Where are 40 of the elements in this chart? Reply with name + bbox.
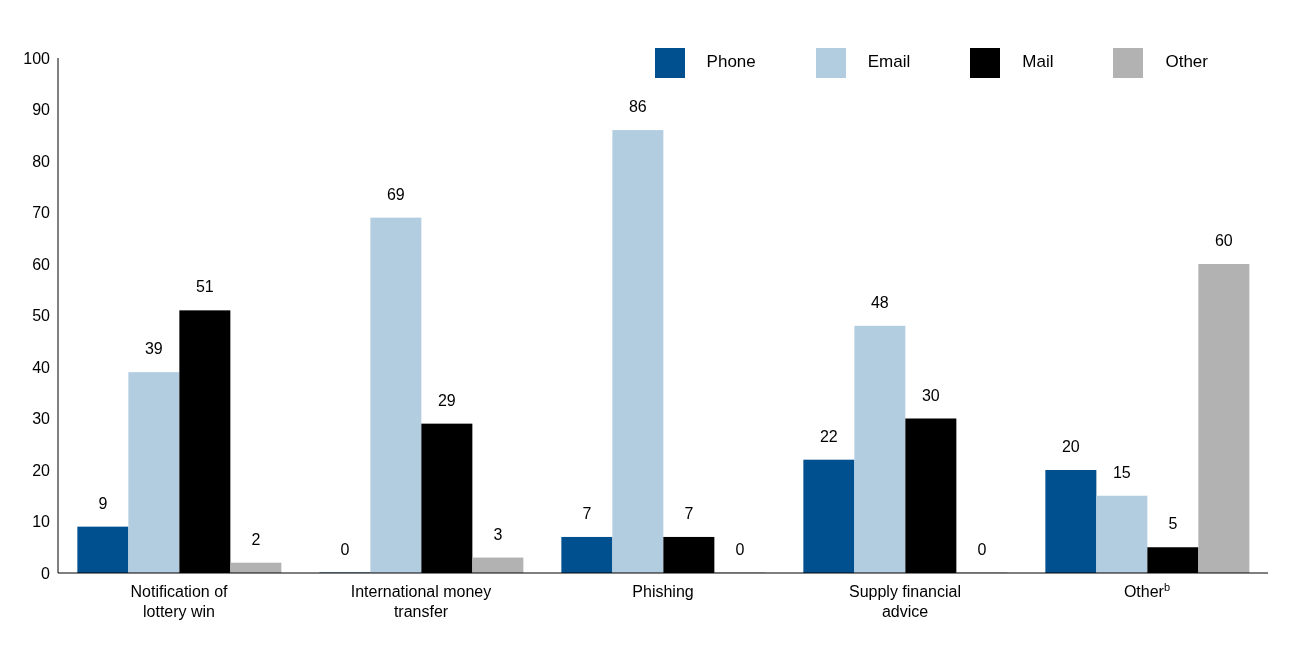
legend-label: Phone <box>706 52 756 72</box>
x-tick-label: Notification of lottery win <box>130 583 229 620</box>
data-label: 7 <box>582 504 592 522</box>
data-label: 30 <box>921 386 940 404</box>
y-tick-label: 100 <box>23 49 51 67</box>
y-tick-label: 40 <box>32 358 51 376</box>
y-tick-label: 0 <box>41 564 51 582</box>
data-label: 20 <box>1061 438 1080 455</box>
data-label: 51 <box>195 278 214 296</box>
y-tick-label: 50 <box>32 307 51 325</box>
data-label: 48 <box>870 293 889 311</box>
data-label: 15 <box>1112 463 1131 481</box>
data-label: 0 <box>977 541 987 558</box>
y-tick-label: 80 <box>32 152 51 170</box>
data-label: 0 <box>735 541 745 558</box>
x-tick-label: International money transfer <box>350 583 492 620</box>
x-tick-label: Supply financial advice <box>848 583 962 620</box>
data-label: 69 <box>386 185 405 203</box>
legend-label: Email <box>867 52 911 72</box>
x-tick-label: Other$^{b}$ <box>1123 581 1171 600</box>
x-tick-label: Phishing <box>632 583 694 600</box>
data-label: 60 <box>1214 232 1233 249</box>
y-tick-label: 60 <box>32 255 51 273</box>
legend-label: Mail <box>1022 52 1054 72</box>
y-tick-label: 70 <box>32 204 51 222</box>
y-tick-label: 20 <box>32 461 51 479</box>
data-label: 7 <box>684 504 694 522</box>
data-label: 5 <box>1168 515 1178 533</box>
data-label: 29 <box>437 391 456 409</box>
data-label: 3 <box>493 525 503 543</box>
data-label: 0 <box>340 541 350 558</box>
data-label: 86 <box>628 98 647 116</box>
y-tick-label: 30 <box>32 410 51 428</box>
y-tick-label: 10 <box>32 513 51 531</box>
data-label: 39 <box>144 340 163 358</box>
data-label: 22 <box>819 427 838 445</box>
legend-label: Other <box>1165 52 1208 72</box>
data-label: 2 <box>251 530 261 548</box>
data-label: 9 <box>98 494 108 512</box>
y-tick-label: 90 <box>32 101 51 119</box>
